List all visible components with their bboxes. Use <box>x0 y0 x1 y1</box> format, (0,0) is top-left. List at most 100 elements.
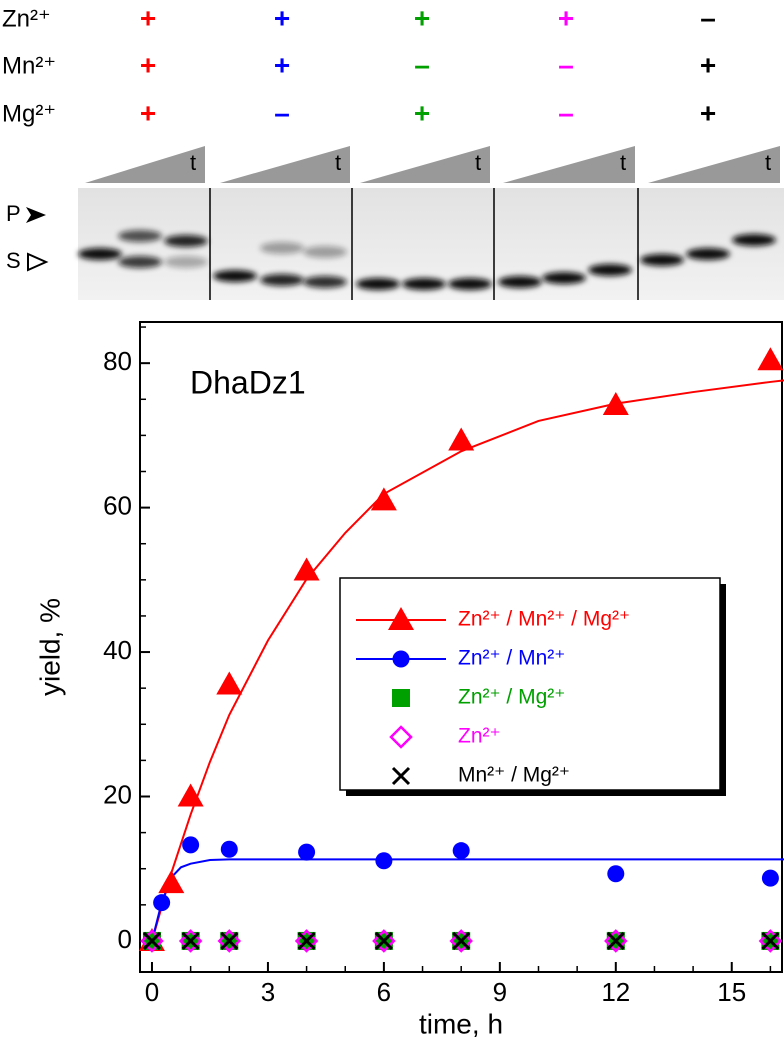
gel-band <box>732 234 776 246</box>
ion-sign: + <box>700 49 716 80</box>
ion-sign: – <box>558 97 574 128</box>
cross-marker <box>391 766 411 786</box>
ion-sign: – <box>414 49 430 80</box>
gel-band <box>118 256 162 268</box>
substrate-arrow <box>27 252 49 272</box>
gel-band <box>213 270 257 282</box>
ion-label: Mn²⁺ <box>2 52 56 79</box>
gel-band <box>542 272 586 284</box>
y-tick-label: 60 <box>103 490 132 520</box>
y-tick-label: 20 <box>103 779 132 809</box>
time-label: t <box>335 150 341 175</box>
diamond-marker <box>294 929 319 953</box>
triangle-marker <box>177 783 204 807</box>
ion-label: Zn²⁺ <box>2 5 51 32</box>
y-tick-label: 40 <box>103 635 132 665</box>
triangle-marker <box>602 392 629 416</box>
gel-band <box>356 278 400 290</box>
y-axis-label: yield, % <box>34 598 65 696</box>
gel-band <box>118 230 162 242</box>
time-label: t <box>765 150 771 175</box>
gel-band <box>164 235 208 247</box>
diamond-marker <box>372 929 396 953</box>
diamond-marker <box>449 929 473 953</box>
time-label: t <box>475 150 481 175</box>
product-arrow <box>26 207 46 223</box>
cross-marker <box>374 931 393 951</box>
gel-band <box>260 274 304 286</box>
cross-marker <box>220 931 239 951</box>
gel-band <box>448 278 492 290</box>
gel-band <box>303 246 347 258</box>
gel-band <box>164 256 208 268</box>
ion-sign: + <box>274 2 290 33</box>
x-tick-label: 3 <box>261 977 275 1007</box>
gel-band <box>686 248 730 260</box>
substrate-label: S <box>6 248 21 273</box>
circle-marker <box>761 869 779 887</box>
x-axis-label: time, h <box>419 1008 503 1039</box>
gel-band <box>588 264 632 276</box>
cross-marker <box>606 931 625 951</box>
gel-band <box>402 278 446 290</box>
triangle-marker <box>216 671 243 695</box>
x-tick-label: 15 <box>717 977 746 1007</box>
cross-marker <box>142 931 162 951</box>
chart: 0 3 6 9 12 15 0 20 40 60 80 time, h yield, % DhaDz1 Zn… <box>34 321 784 1039</box>
ion-sign: + <box>700 97 716 128</box>
x-tick-label: 9 <box>493 977 507 1007</box>
x-tick-label: 0 <box>145 977 159 1007</box>
gel-image: t t t t t PS <box>6 146 784 300</box>
legend-label: Mn²⁺ / Mg²⁺ <box>458 764 570 787</box>
y-tick-label: 0 <box>118 924 132 954</box>
circle-marker <box>392 650 410 668</box>
ion-sign: + <box>558 2 574 33</box>
diamond-marker <box>178 929 203 953</box>
legend-label: Zn²⁺ / Mg²⁺ <box>458 686 565 709</box>
circle-marker <box>607 865 625 883</box>
circle-marker <box>153 894 171 912</box>
circle-marker <box>375 852 393 870</box>
legend-label: Zn²⁺ / Mn²⁺ / Mg²⁺ <box>458 608 630 631</box>
y-tick-label: 80 <box>103 346 132 376</box>
ion-sign: – <box>274 97 290 128</box>
ion-sign: + <box>140 2 156 33</box>
legend: Zn²⁺ / Mn²⁺ / Mg²⁺ Zn²⁺ / Mn²⁺ Zn²⁺ / Mg²⁺… <box>339 577 726 796</box>
circle-marker <box>220 840 238 858</box>
cross-marker <box>452 931 471 951</box>
time-label: t <box>190 150 196 175</box>
time-wedge <box>220 146 350 183</box>
diamond-marker <box>217 929 242 953</box>
ion-sign: + <box>140 97 156 128</box>
time-wedge <box>360 146 490 183</box>
gel-band <box>498 276 542 288</box>
cross-marker <box>297 931 316 951</box>
gel-band <box>303 276 347 288</box>
diamond-marker <box>140 929 164 953</box>
fit-line <box>151 858 784 942</box>
ion-sign: + <box>414 97 430 128</box>
time-wedge <box>85 146 205 183</box>
ion-sign: – <box>558 49 574 80</box>
ion-sign: + <box>414 2 430 33</box>
time-wedge <box>648 146 780 183</box>
triangle-marker <box>448 427 475 451</box>
time-label: t <box>620 150 626 175</box>
triangle-marker <box>293 557 320 581</box>
gel-band <box>640 254 684 266</box>
circle-marker <box>182 836 200 854</box>
triangle-marker <box>158 870 185 894</box>
time-wedge <box>503 146 635 183</box>
diamond-marker <box>389 725 413 749</box>
square-marker <box>392 689 410 707</box>
product-label: P <box>6 201 21 226</box>
circle-marker <box>298 843 316 861</box>
x-tick-label: 12 <box>601 977 630 1007</box>
annotation: DhaDz1 <box>190 364 306 400</box>
diamond-marker <box>758 929 783 953</box>
ion-sign: + <box>274 49 290 80</box>
legend-label: Zn²⁺ / Mn²⁺ <box>458 647 565 670</box>
ion-sign: + <box>140 49 156 80</box>
triangle-marker <box>757 347 784 371</box>
